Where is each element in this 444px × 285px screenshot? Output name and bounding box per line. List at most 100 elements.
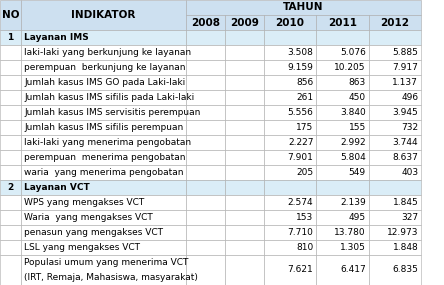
Text: 153: 153 <box>296 213 313 222</box>
Bar <box>369 30 421 45</box>
Text: 810: 810 <box>296 243 313 252</box>
Text: Waria  yang mengakses VCT: Waria yang mengakses VCT <box>24 213 153 222</box>
Text: Jumlah kasus IMS sifilis perempuan: Jumlah kasus IMS sifilis perempuan <box>24 123 183 132</box>
Bar <box>186 90 225 105</box>
Bar <box>316 225 369 240</box>
Text: Layanan VCT: Layanan VCT <box>24 183 90 192</box>
Bar <box>369 195 421 210</box>
Bar <box>21 255 186 285</box>
Text: 2011: 2011 <box>328 17 357 27</box>
Text: 7.917: 7.917 <box>392 63 418 72</box>
Text: 2012: 2012 <box>380 17 409 27</box>
Bar <box>369 165 421 180</box>
Text: 5.885: 5.885 <box>392 48 418 57</box>
Text: 7.621: 7.621 <box>288 266 313 274</box>
Bar <box>264 180 316 195</box>
Bar <box>225 105 264 120</box>
Text: 2010: 2010 <box>275 17 305 27</box>
Bar <box>369 120 421 135</box>
Text: 5.556: 5.556 <box>288 108 313 117</box>
Text: LSL yang mengakses VCT: LSL yang mengakses VCT <box>24 243 140 252</box>
Bar <box>316 165 369 180</box>
Text: 495: 495 <box>349 213 366 222</box>
Text: 2008: 2008 <box>190 17 220 27</box>
Text: 2: 2 <box>8 183 14 192</box>
Text: 3.945: 3.945 <box>392 108 418 117</box>
Bar <box>264 105 316 120</box>
Text: Jumlah kasus IMS servisitis perempuan: Jumlah kasus IMS servisitis perempuan <box>24 108 200 117</box>
Bar <box>264 225 316 240</box>
Text: 7.901: 7.901 <box>288 153 313 162</box>
Bar <box>21 195 186 210</box>
Bar <box>264 135 316 150</box>
Text: 6.417: 6.417 <box>340 266 366 274</box>
Text: 13.780: 13.780 <box>334 228 366 237</box>
Bar <box>186 195 225 210</box>
Bar <box>21 150 186 165</box>
Bar <box>186 75 225 90</box>
Text: laki-laki yang menerima pengobatan: laki-laki yang menerima pengobatan <box>24 138 191 147</box>
Bar <box>316 180 369 195</box>
Bar <box>21 210 186 225</box>
Bar <box>186 45 225 60</box>
Text: 1.305: 1.305 <box>340 243 366 252</box>
Bar <box>369 255 421 285</box>
Bar <box>0 210 21 225</box>
Bar <box>225 15 264 30</box>
Text: 2.139: 2.139 <box>340 198 366 207</box>
Text: 327: 327 <box>401 213 418 222</box>
Bar <box>0 150 21 165</box>
Bar <box>21 45 186 60</box>
Bar <box>186 240 225 255</box>
Bar <box>225 165 264 180</box>
Bar <box>264 255 316 285</box>
Bar <box>225 240 264 255</box>
Text: 496: 496 <box>401 93 418 102</box>
Text: Jumlah kasus IMS sifilis pada Laki-laki: Jumlah kasus IMS sifilis pada Laki-laki <box>24 93 194 102</box>
Bar <box>225 60 264 75</box>
Text: 3.744: 3.744 <box>392 138 418 147</box>
Bar <box>186 180 225 195</box>
Text: 1.845: 1.845 <box>392 198 418 207</box>
Bar <box>186 255 225 285</box>
Bar <box>0 90 21 105</box>
Bar <box>225 135 264 150</box>
Bar <box>0 45 21 60</box>
Bar <box>186 15 225 30</box>
Bar <box>225 180 264 195</box>
Bar <box>0 0 21 30</box>
Bar <box>186 60 225 75</box>
Bar <box>264 15 316 30</box>
Text: 5.804: 5.804 <box>340 153 366 162</box>
Text: 8.637: 8.637 <box>392 153 418 162</box>
Text: INDIKATOR: INDIKATOR <box>71 10 135 20</box>
Text: 1: 1 <box>8 33 14 42</box>
Bar <box>21 240 186 255</box>
Bar <box>0 75 21 90</box>
Text: Layanan IMS: Layanan IMS <box>24 33 89 42</box>
Text: 9.159: 9.159 <box>288 63 313 72</box>
Bar <box>225 150 264 165</box>
Text: 5.076: 5.076 <box>340 48 366 57</box>
Bar <box>369 90 421 105</box>
Bar <box>0 30 21 45</box>
Bar <box>316 120 369 135</box>
Bar <box>21 120 186 135</box>
Text: perempuan  menerima pengobatan: perempuan menerima pengobatan <box>24 153 186 162</box>
Text: 261: 261 <box>296 93 313 102</box>
Text: 205: 205 <box>296 168 313 177</box>
Bar <box>21 180 186 195</box>
Bar <box>0 165 21 180</box>
Bar <box>369 240 421 255</box>
Bar <box>369 150 421 165</box>
Bar <box>225 90 264 105</box>
Text: 175: 175 <box>296 123 313 132</box>
Bar <box>316 105 369 120</box>
Bar <box>0 195 21 210</box>
Bar <box>225 255 264 285</box>
Text: 3.508: 3.508 <box>288 48 313 57</box>
Bar <box>369 180 421 195</box>
Bar <box>316 240 369 255</box>
Bar <box>316 255 369 285</box>
Bar <box>225 45 264 60</box>
